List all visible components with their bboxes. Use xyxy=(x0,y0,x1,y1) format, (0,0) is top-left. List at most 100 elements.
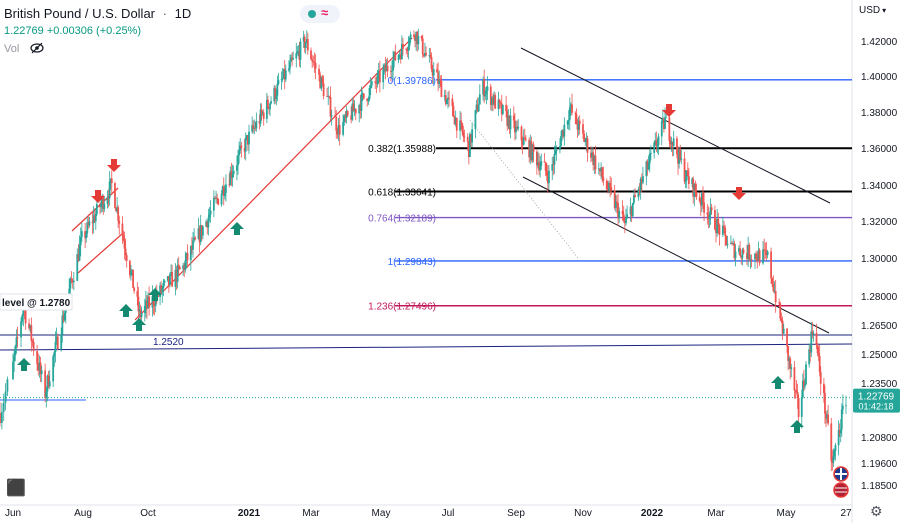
candle-body xyxy=(354,108,357,114)
price-tick-label[interactable]: 1.25000 xyxy=(861,350,898,361)
candle-body xyxy=(166,276,169,281)
candle-body xyxy=(217,198,220,205)
candle-body xyxy=(374,81,377,83)
candle-body xyxy=(586,138,589,153)
time-tick-label[interactable]: 2022 xyxy=(641,508,664,519)
fib-level-label: 0.618(1.33641) xyxy=(368,187,436,198)
time-tick-label[interactable]: Mar xyxy=(302,508,320,519)
downtrend-channel-lower[interactable] xyxy=(522,176,830,334)
candle-body xyxy=(654,140,657,143)
candle-body xyxy=(816,345,819,354)
candle-body xyxy=(455,117,458,131)
candle-body xyxy=(93,215,96,222)
price-tick-label[interactable]: 1.40000 xyxy=(861,72,898,83)
candle-body xyxy=(270,101,272,104)
time-tick-label[interactable]: Sep xyxy=(507,508,525,519)
candle-body xyxy=(723,225,725,228)
time-tick-label[interactable]: 2021 xyxy=(238,508,261,519)
candle-body xyxy=(710,207,713,211)
currency-label[interactable]: USD xyxy=(859,5,881,16)
price-tick-label[interactable]: 1.36000 xyxy=(861,144,898,155)
candle-body xyxy=(770,251,772,279)
candle-body xyxy=(30,325,33,341)
time-tick-label[interactable]: 27 xyxy=(840,508,852,519)
candle-body xyxy=(678,149,681,164)
time-tick-label[interactable]: Jul xyxy=(442,508,455,519)
candle-body xyxy=(529,141,532,158)
candle-body xyxy=(318,68,320,75)
candle-body xyxy=(131,269,133,272)
candle-body xyxy=(255,120,258,129)
symbol-name[interactable]: British Pound / U.S. Dollar xyxy=(4,6,156,21)
eye-off-icon[interactable] xyxy=(30,42,44,54)
candle-body xyxy=(780,318,783,321)
candle-body xyxy=(825,413,827,419)
buy-arrow-icon xyxy=(771,376,785,389)
currency-menu[interactable]: USD ▾ xyxy=(859,5,886,16)
level-label: level @ 1.2780 xyxy=(2,298,71,309)
candle-body xyxy=(177,264,180,267)
price-tick-label[interactable]: 1.34000 xyxy=(861,181,898,192)
price-axis[interactable]: 1.42000 1.40000 1.38000 1.36000 1.34000 1.320… xyxy=(853,37,900,492)
time-axis[interactable]: Jun Aug Oct 2021 Mar May Jul Sep Nov 2022 Mar May 27 xyxy=(5,508,852,519)
rising-wedge-lower[interactable] xyxy=(77,233,123,274)
candle-body xyxy=(61,315,64,335)
candle-body xyxy=(691,178,694,184)
price-tick-label[interactable]: 1.26500 xyxy=(861,321,898,332)
candle-body xyxy=(779,303,782,319)
candle-body xyxy=(322,83,325,97)
price-tick-label[interactable]: 1.42000 xyxy=(861,37,898,48)
indicator-pill[interactable]: ≈ xyxy=(300,5,340,23)
candle-body xyxy=(575,113,578,125)
downtrend-channel-upper[interactable] xyxy=(520,47,831,204)
candle-body xyxy=(240,145,243,148)
candle-body xyxy=(368,87,371,99)
candle-body xyxy=(184,260,187,270)
price-tick-label[interactable]: 1.38000 xyxy=(861,108,898,119)
support-line[interactable] xyxy=(0,343,853,351)
time-tick-label[interactable]: May xyxy=(777,508,796,519)
price-tick-label[interactable]: 1.28000 xyxy=(861,292,898,303)
candle-body xyxy=(786,328,788,347)
symbol-title[interactable]: British Pound / U.S. Dollar · 1D xyxy=(4,6,191,21)
candle-body xyxy=(46,375,49,392)
time-tick-label[interactable]: May xyxy=(372,508,391,519)
candle-body xyxy=(605,180,608,190)
price-tick-label[interactable]: 1.18500 xyxy=(861,481,898,492)
time-tick-label[interactable]: Oct xyxy=(140,508,156,519)
time-tick-label[interactable]: Nov xyxy=(574,508,592,519)
candle-body xyxy=(87,222,90,226)
candle-body xyxy=(352,103,355,112)
candle-body xyxy=(40,370,43,375)
last-price-badge[interactable] xyxy=(853,388,900,413)
price-tick-label[interactable]: 1.23500 xyxy=(861,379,898,390)
candle-body xyxy=(123,240,126,249)
candle-body xyxy=(84,231,87,239)
candle-body xyxy=(310,50,312,60)
candle-body xyxy=(244,137,247,152)
candle-body xyxy=(583,133,586,142)
candle-body xyxy=(591,152,593,158)
candle-body xyxy=(724,227,727,236)
time-tick-label[interactable]: Aug xyxy=(74,508,92,519)
candle-body xyxy=(742,249,745,254)
price-tick-label[interactable]: 1.20800 xyxy=(861,433,898,444)
uptrend-channel-lower[interactable] xyxy=(134,37,413,321)
candle-body xyxy=(405,48,408,50)
fib-level-label: 1.236(1.27496) xyxy=(368,302,436,313)
sell-arrow-icon xyxy=(662,104,676,117)
candle-body xyxy=(175,269,178,282)
price-tick-label[interactable]: 1.32000 xyxy=(861,217,898,228)
time-tick-label[interactable]: Jun xyxy=(5,508,21,519)
candle-body xyxy=(543,161,546,163)
sell-arrow-icon xyxy=(107,159,121,172)
price-tick-label[interactable]: 1.30000 xyxy=(861,254,898,265)
timeframe-label[interactable]: 1D xyxy=(174,6,192,21)
candle-body xyxy=(838,429,841,434)
candle-body xyxy=(515,126,517,133)
price-tick-label[interactable]: 1.19600 xyxy=(861,459,898,470)
gear-icon[interactable]: ⚙ xyxy=(870,503,883,519)
candle-body xyxy=(489,86,492,105)
time-tick-label[interactable]: Mar xyxy=(707,508,725,519)
